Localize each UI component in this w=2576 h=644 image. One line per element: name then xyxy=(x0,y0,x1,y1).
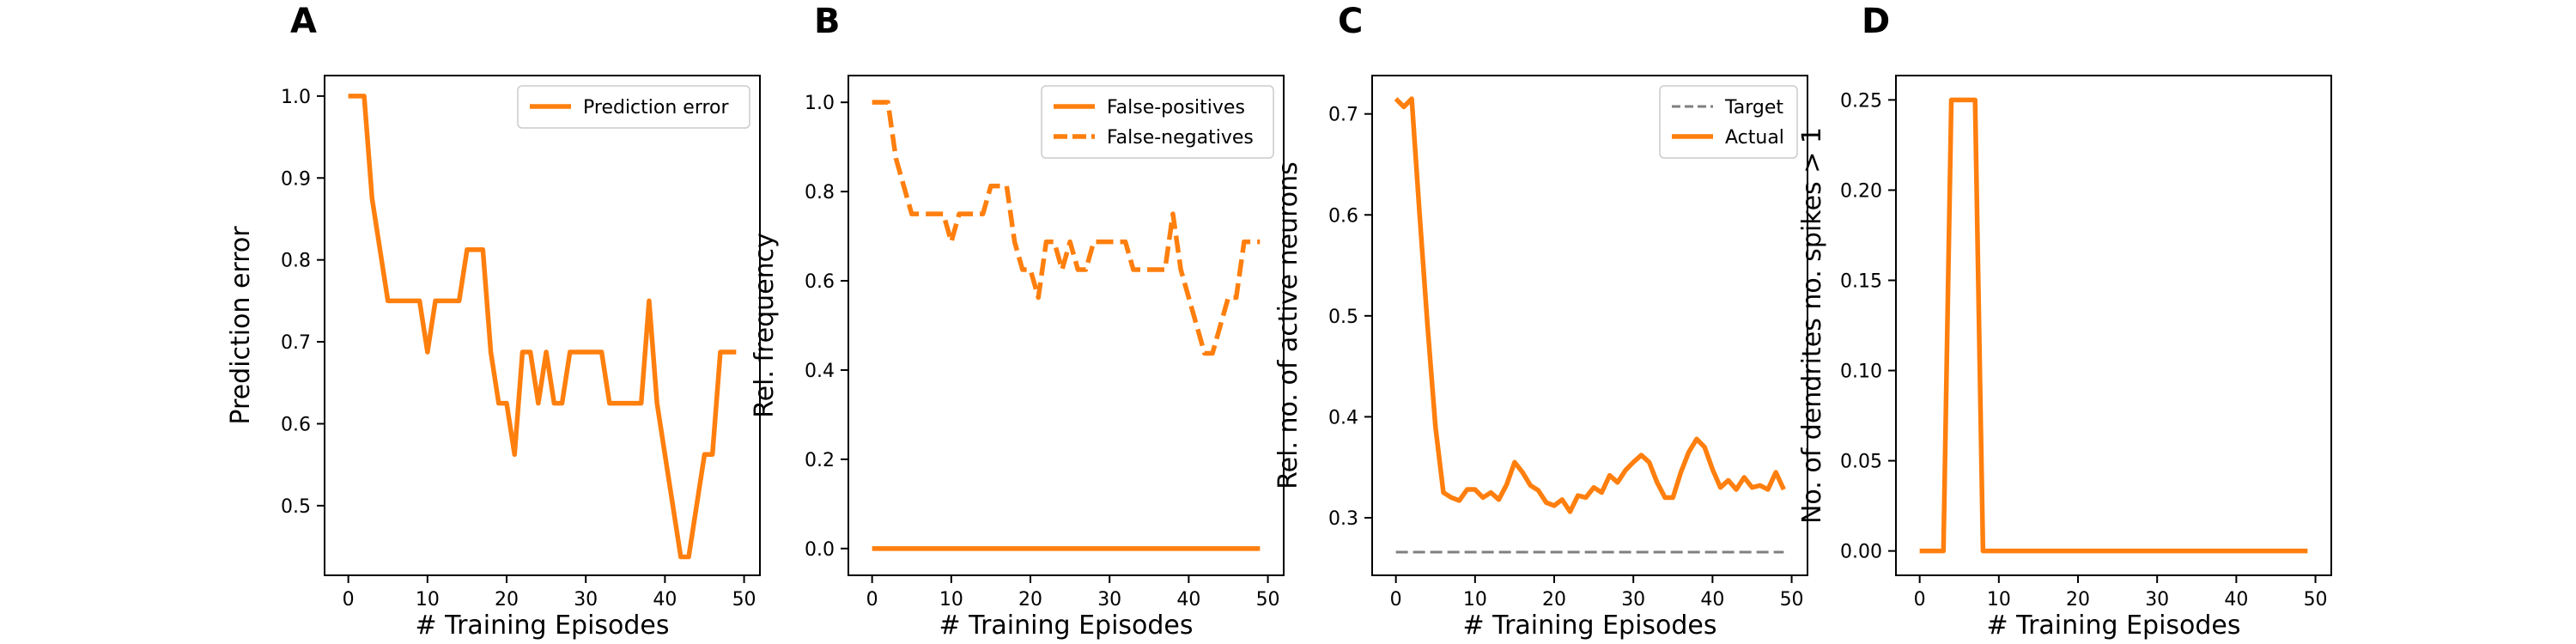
panel-a: A 0 10 20 30 40 50 0.5 0.6 0.7 0.8 0.9 1.0 # Training… xyxy=(226,2,761,641)
x-tick-label: 20 xyxy=(1542,589,1566,611)
y-axis-label: Rel. no. of active neurons xyxy=(1273,161,1303,489)
x-tick-label: 30 xyxy=(2145,589,2169,611)
y-tick-label: 0.2 xyxy=(805,450,835,471)
series-line-prediction-error xyxy=(348,94,737,560)
y-tick-label: 0.3 xyxy=(1328,508,1358,530)
x-tick-label: 10 xyxy=(416,589,440,611)
y-tick-label: 0.10 xyxy=(1840,361,1882,383)
y-tick-label: 1.0 xyxy=(281,87,311,108)
y-tick-label: 0.6 xyxy=(805,271,835,293)
y-tick-label: 0.9 xyxy=(281,168,311,190)
x-axis-label: # Training Episodes xyxy=(939,611,1193,641)
x-tick-label: 40 xyxy=(653,589,677,611)
y-tick-label: 0.20 xyxy=(1840,180,1882,202)
x-tick-label: 20 xyxy=(1018,589,1042,611)
legend: False-positives False-negatives xyxy=(1041,85,1274,159)
x-tick-label: 30 xyxy=(1621,589,1645,611)
x-tick-label: 50 xyxy=(732,589,756,611)
y-tick-label: 0.4 xyxy=(1328,407,1358,428)
legend-box xyxy=(1659,85,1798,159)
x-tick-label: 20 xyxy=(495,589,519,611)
y-axis-label: No. of dendrites no. spikes > 1 xyxy=(1797,127,1827,524)
panel-letter: A xyxy=(290,2,317,41)
y-tick-label: 0.5 xyxy=(1328,307,1358,328)
x-tick-label: 30 xyxy=(1097,589,1121,611)
legend-label: False-negatives xyxy=(1107,127,1254,149)
x-tick-label: 10 xyxy=(939,589,963,611)
axes-frame xyxy=(848,75,1285,576)
y-tick-label: 0.6 xyxy=(1328,205,1358,227)
x-tick-label: 40 xyxy=(1700,589,1724,611)
series-line-main xyxy=(1919,97,2308,554)
x-tick-label: 0 xyxy=(343,589,355,611)
legend: Prediction error xyxy=(517,85,750,129)
y-tick-label: 0.25 xyxy=(1840,90,1882,112)
x-tick-label: 40 xyxy=(1176,589,1200,611)
y-tick-label: 0.5 xyxy=(281,496,311,518)
x-tick-label: 40 xyxy=(2224,589,2248,611)
legend-box xyxy=(1041,85,1274,159)
legend-label: Prediction error xyxy=(583,97,729,118)
legend: Target Actual xyxy=(1659,85,1798,159)
y-tick-label: 0.8 xyxy=(281,251,311,272)
x-tick-label: 30 xyxy=(574,589,598,611)
axes-frame xyxy=(1895,75,2332,576)
y-tick-label: 0.05 xyxy=(1840,452,1882,473)
legend-label: Actual xyxy=(1725,127,1784,149)
legend-box xyxy=(517,85,750,129)
x-tick-label: 10 xyxy=(1463,589,1487,611)
series-line-false-negatives xyxy=(872,100,1261,356)
panel-d: D 0 10 20 30 40 50 0.00 0.05 0.10 0.15 0.20 0.25 # Tr… xyxy=(1797,2,2332,641)
x-tick-label: 0 xyxy=(1390,589,1402,611)
axes-frame xyxy=(1371,75,1808,576)
legend-label: Target xyxy=(1724,97,1783,118)
legend-label: False-positives xyxy=(1107,97,1245,118)
x-tick-label: 50 xyxy=(2304,589,2328,611)
axes-frame xyxy=(324,75,761,576)
x-tick-label: 20 xyxy=(2066,589,2090,611)
panel-letter: B xyxy=(814,2,841,41)
y-tick-label: 0.6 xyxy=(281,414,311,435)
x-tick-label: 10 xyxy=(1987,589,2011,611)
x-axis-label: # Training Episodes xyxy=(1986,611,2240,641)
y-tick-label: 0.7 xyxy=(281,332,311,354)
x-tick-label: 50 xyxy=(1780,589,1804,611)
panel-letter: C xyxy=(1338,2,1363,41)
x-axis-label: # Training Episodes xyxy=(1462,611,1716,641)
x-tick-label: 0 xyxy=(1914,589,1926,611)
y-axis-label: Prediction error xyxy=(226,226,256,425)
y-tick-label: 0.00 xyxy=(1840,542,1882,563)
y-tick-label: 0.8 xyxy=(805,182,835,204)
panel-b: B 0 10 20 30 40 50 0.0 0.2 0.4 0.6 0.8 1.0 # Training… xyxy=(750,2,1285,641)
y-axis-label: Rel. frequency xyxy=(750,233,780,418)
y-tick-label: 1.0 xyxy=(805,93,835,114)
y-tick-label: 0.0 xyxy=(805,539,835,561)
panel-c: C 0 10 20 30 40 50 0.3 0.4 0.5 0.6 0.7 # Training Ep… xyxy=(1273,2,1808,641)
y-tick-label: 0.15 xyxy=(1840,270,1882,292)
x-tick-label: 50 xyxy=(1256,589,1280,611)
y-tick-label: 0.4 xyxy=(805,361,835,382)
series-line-actual xyxy=(1394,96,1786,514)
x-tick-label: 0 xyxy=(866,589,878,611)
x-axis-label: # Training Episodes xyxy=(415,611,669,641)
y-tick-label: 0.7 xyxy=(1328,105,1358,126)
panel-letter: D xyxy=(1862,2,1890,41)
